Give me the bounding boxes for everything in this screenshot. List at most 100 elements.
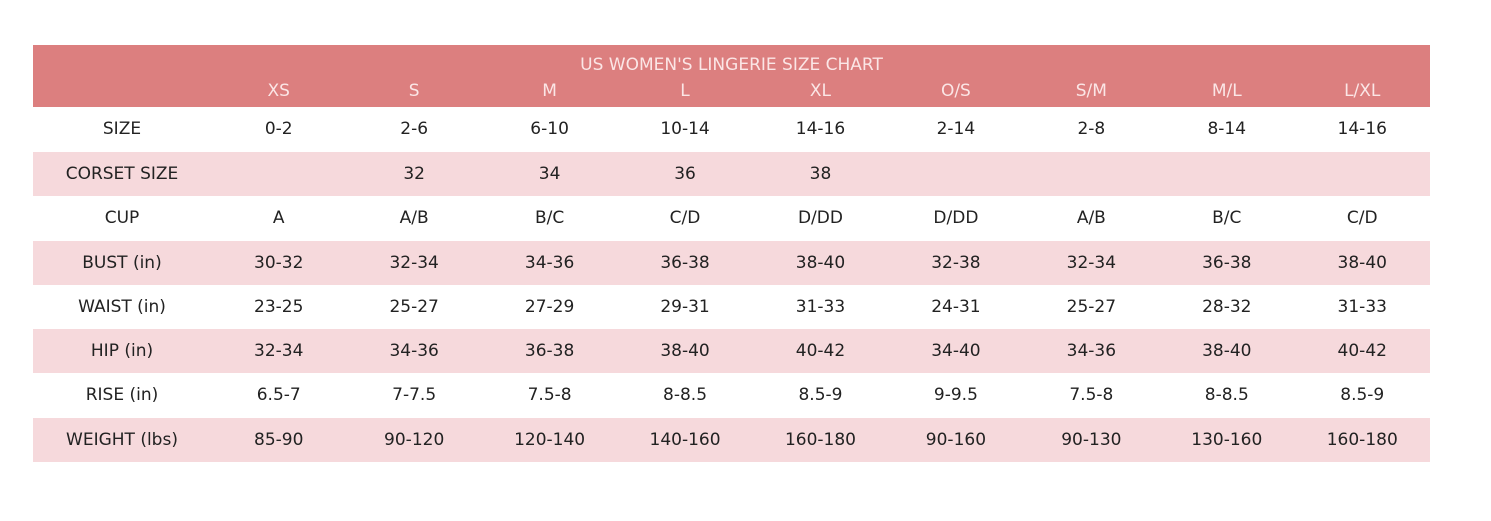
table-cell: 36 [617,151,753,196]
table-cell [211,151,347,196]
table-cell: 85-90 [211,417,347,463]
table-row: RISE (in) 6.5-7 7-7.5 7.5-8 8-8.5 8.5-9 9-9.5 7… [33,373,1430,417]
size-header: S/M [1023,75,1160,107]
table-cell: 140-160 [617,417,753,463]
table-cell: 2-8 [1077,118,1106,139]
table-cell: 38-40 [1294,240,1430,285]
row-label: WAIST (in) [78,296,166,317]
table-row: HIP (in) 32-34 34-36 36-38 38-40 40-42 34-40 34… [33,328,1430,374]
table-cell: 38-40 [1159,328,1295,374]
table-cell: 38-40 [752,240,889,285]
table-cell: 25-27 [1066,296,1117,317]
corner-cell [33,75,211,107]
table-cell: 23-25 [254,296,304,317]
table-cell: 90-120 [346,417,482,463]
table-cell: 120-140 [481,417,618,463]
table-row: BUST (in) 30-32 32-34 34-36 36-38 38-40 32-38 3… [33,240,1430,285]
table-cell: 14-16 [1337,118,1387,139]
table-cell: B/C [534,207,565,228]
size-chart-table: US WOMEN'S LINGERIE SIZE CHART XS S M L XL O/… [33,45,1430,463]
table-cell: 25-27 [389,296,439,317]
table-cell: 7-7.5 [392,385,437,406]
table-cell: 8-8.5 [663,385,708,406]
table-cell [888,151,1024,196]
size-header: M/L [1159,75,1295,107]
table-cell: 130-160 [1159,417,1295,463]
size-header: L [617,75,753,107]
table-cell: 8.5-9 [798,385,843,406]
table-cell: 40-42 [752,328,889,374]
table-row: SIZE 0-2 2-6 6-10 10-14 14-16 2-14 2-8 8-14 14-16 [33,107,1430,151]
table-row: WEIGHT (lbs) 85-90 90-120 120-140 140-160 160… [33,417,1430,463]
table-cell: 90-160 [888,417,1024,463]
table-cell: 34-36 [481,240,618,285]
size-header: XS [211,75,347,107]
table-cell: 36-38 [481,328,618,374]
table-cell: 9-9.5 [933,385,978,406]
table-cell: 32 [346,151,482,196]
row-label: CORSET SIZE [33,151,211,196]
table-cell: 32-34 [1023,240,1160,285]
table-cell: 38 [752,151,889,196]
size-header: XL [752,75,889,107]
table-cell: 24-31 [931,296,981,317]
row-label: RISE (in) [85,385,159,406]
table-row: CUP A A/B B/C C/D D/DD D/DD A/B B/C C/D [33,196,1430,240]
table-cell: A [272,207,285,228]
table-cell: 32-38 [888,240,1024,285]
table-cell: 160-180 [752,417,889,463]
table-cell: 6.5-7 [256,385,301,406]
table-cell: 6-10 [530,118,569,139]
table-cell: D/DD [797,207,843,228]
size-header: M [481,75,618,107]
row-label: SIZE [102,118,142,139]
table-cell: 8-14 [1207,118,1247,139]
row-label: BUST (in) [33,240,211,285]
table-cell: 31-33 [1337,296,1387,317]
table-cell: 8-8.5 [1204,385,1249,406]
table-cell [1023,151,1160,196]
table-cell: 34-36 [1023,328,1160,374]
table-cell: 31-33 [795,296,846,317]
table-cell: C/D [1346,207,1378,228]
table-cell: C/D [669,207,701,228]
table-cell: 8.5-9 [1340,385,1385,406]
table-cell: 30-32 [211,240,347,285]
table-cell: 36-38 [1159,240,1295,285]
table-cell: B/C [1212,207,1242,228]
table-cell [1294,151,1430,196]
table-cell: 2-14 [936,118,976,139]
table-cell: 28-32 [1202,296,1252,317]
table-cell: 7.5-8 [1069,385,1114,406]
table-title: US WOMEN'S LINGERIE SIZE CHART [33,45,1430,75]
size-header: O/S [888,75,1024,107]
row-label: CUP [104,207,140,228]
table-cell: 2-6 [400,118,429,139]
table-cell: 34-36 [346,328,482,374]
table-cell: 14-16 [795,118,846,139]
table-cell: 34-40 [888,328,1024,374]
table-cell: 29-31 [660,296,710,317]
table-row: WAIST (in) 23-25 25-27 27-29 29-31 31-33 24-31… [33,285,1430,329]
table-cell: 10-14 [660,118,710,139]
table-cell: 0-2 [264,118,293,139]
table-cell: A/B [1076,207,1106,228]
table-cell: 27-29 [524,296,575,317]
table-cell: 160-180 [1294,417,1430,463]
table-row: CORSET SIZE 32 34 36 38 [33,151,1430,196]
table-cell: 34 [481,151,618,196]
size-header: L/XL [1294,75,1430,107]
size-header: S [346,75,482,107]
table-cell: 32-34 [346,240,482,285]
table-cell: D/DD [933,207,979,228]
row-label: HIP (in) [33,328,211,374]
table-cell: 36-38 [617,240,753,285]
table-cell: 40-42 [1294,328,1430,374]
table-cell: 90-130 [1023,417,1160,463]
row-label: WEIGHT (lbs) [33,417,211,463]
table-cell: A/B [399,207,429,228]
table-cell [1159,151,1295,196]
table-cell: 32-34 [211,328,347,374]
table-cell: 38-40 [617,328,753,374]
table-cell: 7.5-8 [527,385,572,406]
